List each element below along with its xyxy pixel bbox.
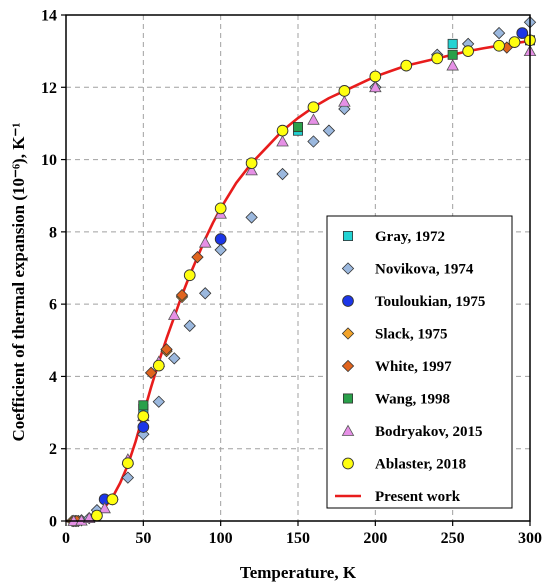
- y-tick-label: 14: [41, 8, 57, 25]
- legend-swatch: [342, 393, 353, 404]
- legend-swatch: [342, 295, 354, 307]
- legend-swatch: [342, 230, 353, 241]
- data-point: [245, 163, 258, 176]
- data-point: [137, 421, 150, 433]
- legend-entry: Bodryakov, 2015: [375, 424, 483, 440]
- data-markers: [66, 16, 537, 528]
- y-tick-label: 4: [49, 369, 57, 386]
- data-point: [199, 287, 212, 300]
- y-tick-label: 2: [49, 441, 57, 458]
- x-tick-label: 0: [62, 530, 70, 547]
- legend-entry: Present work: [375, 489, 461, 505]
- data-point: [307, 135, 320, 148]
- legend-entry: Gray, 1972: [375, 229, 445, 245]
- x-tick-label: 150: [286, 530, 310, 547]
- data-point: [214, 243, 227, 257]
- data-point: [493, 39, 505, 52]
- data-point: [447, 49, 458, 60]
- data-point: [307, 113, 320, 125]
- data-point: [307, 101, 320, 114]
- data-point: [338, 102, 351, 116]
- data-point: [292, 122, 303, 133]
- data-point: [369, 80, 382, 93]
- data-point: [98, 501, 111, 514]
- series-ablaster-2018: [91, 34, 536, 522]
- data-point: [462, 45, 474, 57]
- data-point: [138, 400, 149, 411]
- tick-labels: 0 50 100 150 200 250 300 0 2 4 6 8 10 12 14: [41, 8, 542, 548]
- data-point: [91, 509, 103, 522]
- legend-entry: White, 1997: [375, 359, 452, 375]
- data-point: [167, 308, 181, 320]
- y-tick-label: 8: [49, 224, 57, 241]
- y-tick-label: 12: [41, 80, 57, 97]
- data-point: [152, 395, 165, 408]
- x-tick-label: 200: [363, 530, 387, 547]
- legend-entry: Slack, 1975: [375, 327, 448, 343]
- legend-swatch: [341, 327, 355, 340]
- legend-entry: Touloukian, 1975: [375, 294, 485, 310]
- legend-swatch: [341, 359, 355, 373]
- data-point: [245, 211, 258, 224]
- data-point: [214, 202, 227, 215]
- data-point: [369, 70, 382, 83]
- y-tick-label: 10: [41, 152, 57, 169]
- data-point: [144, 366, 158, 379]
- legend-entry: Wang, 1998: [375, 392, 450, 408]
- y-axis-label: Coefficient of thermal expansion (10⁻⁶),…: [9, 123, 28, 442]
- data-point: [245, 157, 258, 170]
- data-point: [276, 167, 289, 181]
- x-tick-label: 300: [518, 530, 542, 547]
- data-point: [447, 38, 458, 49]
- data-point: [137, 410, 150, 423]
- legend-swatch: [341, 262, 355, 275]
- x-tick-label: 50: [135, 530, 151, 547]
- data-point: [152, 359, 165, 372]
- data-point: [508, 36, 521, 48]
- data-point: [446, 59, 459, 71]
- data-point: [160, 343, 173, 356]
- legend-entry: Ablaster, 2018: [375, 457, 466, 473]
- data-point: [431, 52, 444, 65]
- data-point: [121, 471, 135, 484]
- data-point: [492, 26, 506, 40]
- data-point: [106, 493, 119, 506]
- legend-entry: Novikova, 1974: [375, 262, 474, 278]
- data-point: [338, 95, 351, 107]
- legend-box: [326, 215, 513, 509]
- data-point: [183, 269, 196, 282]
- x-tick-label: 100: [209, 530, 233, 547]
- legend-swatch: [341, 424, 355, 436]
- x-axis-label: Temperature, K: [240, 563, 357, 582]
- data-point: [214, 233, 227, 245]
- data-point: [276, 124, 289, 137]
- y-tick-label: 6: [49, 297, 57, 314]
- legend: Gray, 1972 Novikova, 1974 Touloukian, 1975…: [326, 215, 513, 509]
- data-point: [516, 27, 529, 39]
- data-point: [322, 124, 336, 137]
- data-point: [400, 59, 413, 72]
- legend-swatch: [342, 457, 354, 470]
- data-point: [338, 85, 351, 97]
- y-tick-label: 0: [49, 514, 57, 531]
- data-point: [175, 288, 189, 302]
- data-point: [183, 319, 196, 332]
- data-point: [122, 457, 134, 470]
- data-point: [198, 236, 212, 248]
- data-point: [276, 135, 289, 147]
- data-point: [168, 352, 181, 365]
- x-tick-label: 250: [441, 530, 465, 547]
- data-point: [191, 250, 204, 264]
